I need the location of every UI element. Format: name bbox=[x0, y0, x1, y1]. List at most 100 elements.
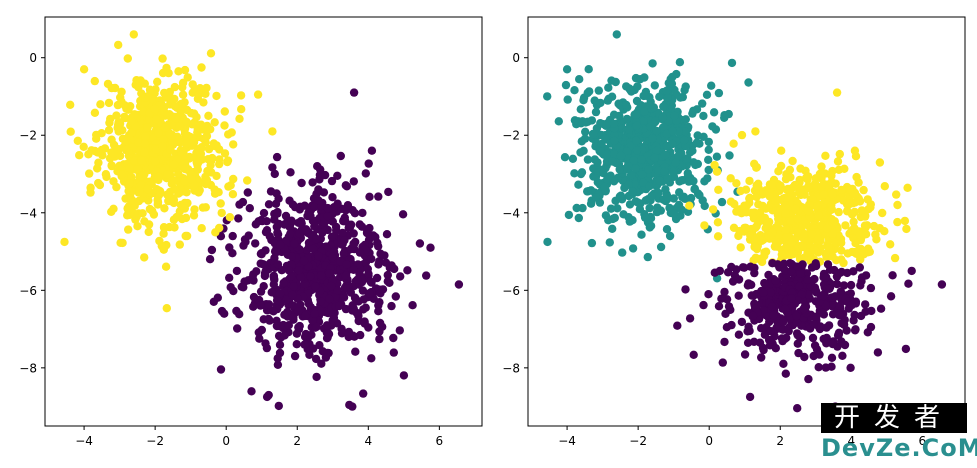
data-point bbox=[771, 276, 780, 285]
data-point bbox=[315, 341, 324, 350]
data-point bbox=[757, 236, 766, 245]
data-point bbox=[166, 145, 175, 155]
right-axes-frame bbox=[527, 16, 966, 427]
data-point bbox=[317, 359, 326, 368]
data-point bbox=[381, 258, 391, 267]
data-point bbox=[760, 213, 770, 223]
data-point bbox=[294, 323, 303, 332]
data-point bbox=[579, 146, 588, 155]
data-point bbox=[846, 280, 856, 290]
data-point bbox=[625, 200, 635, 209]
data-point bbox=[170, 82, 179, 92]
data-point bbox=[237, 105, 246, 114]
data-point bbox=[274, 401, 283, 411]
data-point bbox=[554, 117, 563, 126]
data-point bbox=[792, 318, 802, 327]
data-point bbox=[301, 225, 311, 234]
data-point bbox=[695, 190, 704, 200]
data-point bbox=[543, 237, 552, 247]
data-point bbox=[259, 208, 269, 218]
data-point bbox=[125, 163, 134, 173]
data-point bbox=[365, 192, 374, 201]
data-point bbox=[171, 114, 180, 123]
data-point bbox=[758, 190, 767, 199]
data-point bbox=[204, 144, 214, 154]
data-point bbox=[104, 126, 114, 135]
data-point bbox=[632, 136, 641, 145]
data-point bbox=[576, 105, 585, 114]
data-point bbox=[839, 258, 848, 268]
data-point bbox=[562, 65, 572, 74]
data-point bbox=[312, 372, 321, 382]
data-point bbox=[845, 199, 854, 209]
x-tick-label: 0 bbox=[222, 434, 230, 448]
y-tick-label: −4 bbox=[19, 206, 37, 220]
data-point bbox=[777, 146, 786, 155]
data-point bbox=[153, 195, 162, 205]
data-point bbox=[196, 120, 206, 129]
data-point bbox=[395, 326, 404, 335]
data-point bbox=[160, 204, 169, 213]
data-point bbox=[708, 122, 717, 131]
data-point bbox=[204, 111, 213, 121]
data-point bbox=[857, 206, 867, 215]
data-point bbox=[333, 199, 342, 208]
data-point bbox=[609, 110, 619, 119]
data-point bbox=[169, 176, 178, 185]
data-point bbox=[777, 250, 786, 259]
data-point bbox=[727, 58, 737, 68]
data-point bbox=[668, 126, 677, 136]
data-point bbox=[704, 155, 713, 164]
data-point bbox=[835, 149, 844, 159]
data-point bbox=[344, 327, 354, 337]
data-point bbox=[175, 122, 184, 131]
data-point bbox=[833, 331, 843, 340]
data-point bbox=[127, 128, 136, 138]
data-point bbox=[840, 164, 849, 173]
data-point bbox=[937, 280, 947, 289]
data-point bbox=[130, 156, 139, 165]
data-point bbox=[798, 242, 807, 252]
data-point bbox=[378, 285, 388, 294]
data-point bbox=[243, 176, 252, 185]
data-point bbox=[608, 224, 617, 233]
data-point bbox=[126, 196, 136, 205]
data-point bbox=[574, 213, 583, 223]
data-point bbox=[793, 330, 802, 340]
data-point bbox=[124, 186, 133, 196]
data-point bbox=[349, 177, 358, 186]
data-point bbox=[351, 347, 360, 356]
data-point bbox=[148, 206, 157, 216]
data-point bbox=[90, 108, 100, 118]
data-point bbox=[629, 156, 639, 165]
data-point bbox=[201, 89, 210, 99]
data-point bbox=[615, 165, 624, 174]
data-point bbox=[803, 275, 812, 284]
data-point bbox=[568, 154, 578, 163]
data-point bbox=[828, 189, 837, 199]
data-point bbox=[757, 324, 766, 333]
data-point bbox=[663, 174, 672, 183]
data-point bbox=[212, 91, 221, 101]
data-point bbox=[325, 269, 334, 278]
data-point bbox=[329, 313, 339, 323]
data-point bbox=[389, 348, 398, 357]
data-point bbox=[305, 350, 314, 359]
data-point bbox=[233, 324, 242, 333]
data-point bbox=[787, 238, 796, 247]
data-point bbox=[140, 253, 149, 262]
data-point bbox=[609, 177, 619, 186]
data-point bbox=[245, 204, 254, 213]
data-point bbox=[795, 282, 804, 291]
data-point bbox=[718, 358, 727, 367]
data-point bbox=[651, 117, 660, 126]
data-point bbox=[258, 260, 268, 269]
data-point bbox=[610, 213, 619, 223]
data-point bbox=[689, 350, 698, 359]
data-point bbox=[837, 185, 846, 195]
data-point bbox=[215, 145, 224, 154]
y-tick-label: 0 bbox=[29, 51, 37, 65]
data-point bbox=[840, 340, 850, 350]
data-point bbox=[182, 231, 192, 241]
data-point bbox=[199, 134, 208, 144]
